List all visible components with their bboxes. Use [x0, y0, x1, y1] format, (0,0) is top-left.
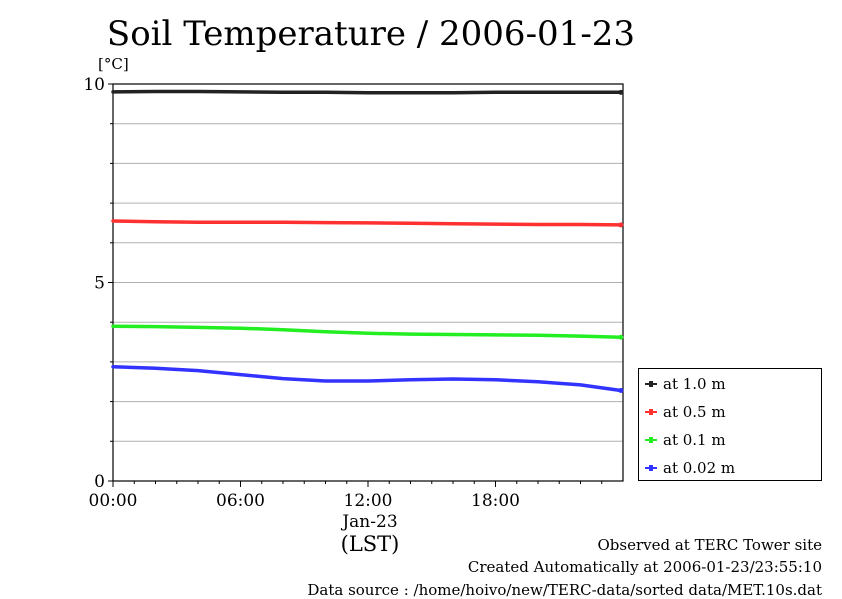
x-tick-label: 18:00 [471, 491, 520, 511]
legend-label: at 0.5 m [663, 403, 726, 421]
x-tick-label: 06:00 [216, 491, 265, 511]
legend-item: at 0.1 m [645, 430, 726, 450]
legend-swatch [645, 381, 657, 387]
series-line-at-0-02-m [111, 364, 623, 393]
y-tick-label: 5 [94, 274, 105, 294]
x-tick-label: 00:00 [89, 491, 138, 511]
x-tick-label: 12:00 [344, 491, 393, 511]
legend: at 1.0 m at 0.5 m at 0.1 m at 0.02 m [638, 368, 822, 481]
y-axis-unit-label: [°C] [98, 55, 129, 73]
legend-item: at 0.02 m [645, 458, 735, 478]
x-axis-unit-label: (LST) [340, 532, 400, 556]
legend-label: at 0.1 m [663, 431, 726, 449]
legend-label: at 0.02 m [663, 459, 736, 477]
series-line-at-0-1-m [111, 324, 623, 340]
y-tick-label: 0 [94, 472, 105, 492]
legend-item: at 1.0 m [645, 374, 726, 394]
footer-source: Data source : /home/hoivo/new/TERC-data/… [307, 581, 822, 599]
legend-swatch [645, 437, 657, 443]
series-end-point [618, 334, 624, 340]
legend-swatch [645, 409, 657, 415]
legend-item: at 0.5 m [645, 402, 726, 422]
footer-site: Observed at TERC Tower site [597, 536, 822, 554]
y-tick-label: 10 [83, 75, 105, 95]
x-axis-date-label: Jan-23 [342, 512, 398, 532]
footer-created: Created Automatically at 2006-01-23/23:5… [467, 558, 822, 576]
legend-label: at 1.0 m [663, 375, 726, 393]
series-line-at-1-0-m [111, 89, 623, 95]
series-end-point [618, 222, 624, 228]
chart-title: Soil Temperature / 2006-01-23 [106, 14, 636, 54]
series-end-point [618, 387, 624, 393]
series-line-at-0-5-m [111, 219, 623, 227]
series-end-point [618, 89, 624, 95]
legend-swatch [645, 465, 657, 471]
